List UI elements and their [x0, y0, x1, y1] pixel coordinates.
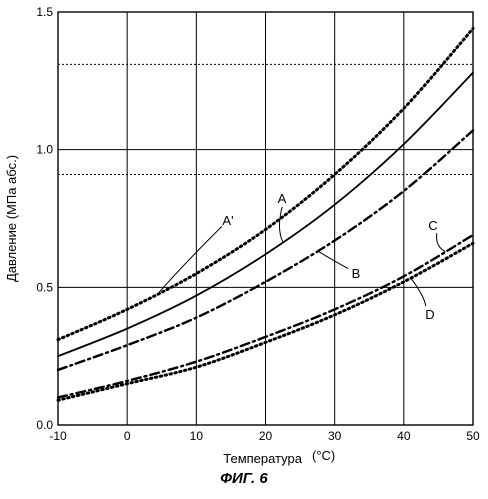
x-tick-label: 20 — [259, 429, 273, 443]
x-tick-label: 10 — [190, 429, 204, 443]
series-label-leader — [317, 250, 349, 269]
x-tick-label: 40 — [397, 429, 411, 443]
grid — [57, 11, 474, 426]
series-label: C — [428, 218, 437, 233]
series-line — [56, 27, 475, 342]
series-line — [57, 71, 474, 358]
x-tick-label: 50 — [466, 429, 480, 443]
series-labels: A A' B C D — [157, 191, 446, 322]
y-tick-label: 1.5 — [36, 5, 53, 19]
y-axis-label: Давление (МПа абс.) — [4, 155, 19, 282]
series-line — [56, 233, 475, 399]
series-label-leader — [410, 277, 427, 307]
reference-lines — [58, 63, 473, 175]
y-tick-label: 0.0 — [36, 418, 53, 432]
series-label-leader — [278, 206, 284, 243]
tick-labels: -10 0 10 20 30 40 50 0.0 0.5 1.0 1.5 — [36, 5, 480, 443]
x-tick-label: -10 — [49, 429, 67, 443]
series-label: A' — [222, 213, 233, 228]
series-label: D — [425, 307, 434, 322]
series-label: B — [352, 266, 361, 281]
chart: A A' B C D -10 0 10 20 30 40 50 0.0 0.5 1.0 1.5 Темпер… — [4, 5, 480, 466]
series-line — [56, 241, 475, 402]
x-tick-label: 0 — [124, 429, 131, 443]
y-tick-label: 1.0 — [36, 143, 53, 157]
x-axis-unit: (°C) — [312, 448, 335, 463]
series-label-leader — [436, 233, 446, 252]
series-label-leader — [157, 226, 223, 294]
series-lines — [56, 27, 475, 402]
y-tick-label: 0.5 — [36, 280, 53, 294]
figure-caption: ФИГ. 6 — [220, 470, 268, 487]
plot-frame — [57, 11, 474, 426]
series-label: A — [278, 191, 287, 206]
x-tick-label: 30 — [328, 429, 342, 443]
x-axis-label: Температура — [223, 451, 303, 466]
